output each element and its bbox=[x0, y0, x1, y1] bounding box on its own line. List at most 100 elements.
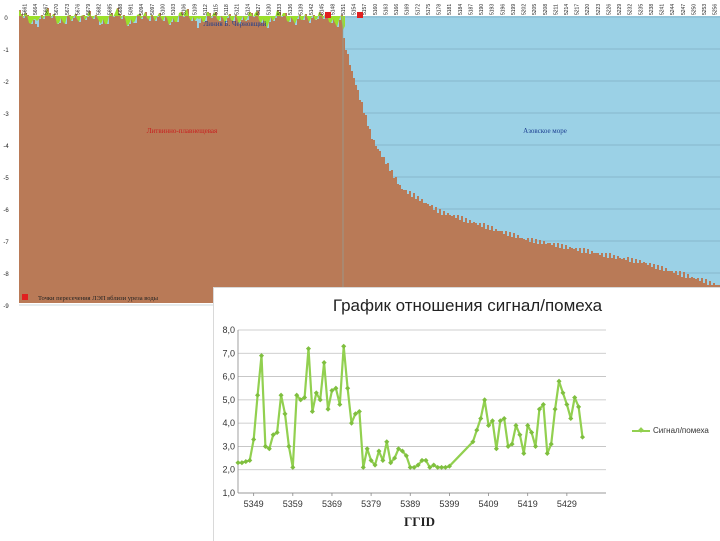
profile-x-tick-label: 5157 bbox=[362, 4, 368, 15]
y-tick-label: 3,0 bbox=[222, 441, 235, 451]
data-point bbox=[282, 411, 288, 417]
profile-x-tick-label: 5109 bbox=[192, 4, 198, 15]
profile-x-tick-label: 5244 bbox=[670, 4, 676, 15]
data-point bbox=[411, 464, 417, 470]
profile-x-tick-label: 5241 bbox=[660, 4, 666, 15]
sea-label: Азовское море bbox=[523, 127, 567, 135]
profile-y-tick-label: -3 bbox=[3, 112, 9, 118]
legend-swatch bbox=[632, 429, 650, 432]
data-point bbox=[403, 453, 409, 459]
profile-x-tick-label: 5220 bbox=[585, 4, 591, 15]
data-point bbox=[341, 343, 347, 349]
data-point bbox=[286, 443, 292, 449]
profile-x-tick-label: 5247 bbox=[681, 4, 687, 15]
data-point bbox=[329, 387, 335, 394]
data-point bbox=[337, 401, 343, 408]
data-point bbox=[435, 464, 441, 470]
y-tick-label: 4,0 bbox=[222, 418, 235, 428]
y-tick-label: 7,0 bbox=[222, 348, 235, 358]
profile-x-tick-label: 5178 bbox=[437, 4, 443, 15]
data-point bbox=[446, 463, 452, 469]
profile-legend-label: Точки пересечения ЛЭП вблизи уреза воды bbox=[38, 295, 159, 302]
data-point bbox=[482, 397, 488, 403]
profile-x-tick-label: 5217 bbox=[575, 4, 581, 15]
data-point bbox=[521, 450, 527, 456]
data-point bbox=[407, 464, 413, 470]
crossing-marker bbox=[325, 12, 331, 18]
y-tick-label: 6,0 bbox=[222, 372, 235, 382]
chart-title: График отношения сигнал/помеха bbox=[332, 296, 603, 315]
data-point bbox=[384, 439, 390, 445]
data-point bbox=[532, 443, 539, 449]
profile-x-tick-label: 5673 bbox=[65, 4, 71, 15]
profile-y-tick-label: -4 bbox=[3, 144, 9, 150]
data-point bbox=[470, 439, 476, 445]
data-point bbox=[309, 408, 315, 415]
profile-y-tick-label: 0 bbox=[4, 16, 8, 22]
data-point bbox=[251, 436, 257, 442]
profile-x-tick-label: 5211 bbox=[553, 4, 559, 15]
data-point bbox=[568, 415, 574, 422]
crossing-marker bbox=[357, 12, 363, 18]
x-tick-label: 5359 bbox=[283, 499, 303, 509]
profile-x-tick-label: 5145 bbox=[320, 4, 326, 15]
depth-profile-chart: 5661 5664 5667 5670 5673 5676 5679 5682 5685 5688… bbox=[3, 3, 720, 310]
data-point bbox=[345, 385, 351, 391]
profile-x-tick-label: 5136 bbox=[288, 4, 294, 15]
profile-y-tick-label: -2 bbox=[3, 80, 9, 86]
profile-y-tick-label: -7 bbox=[3, 240, 9, 246]
profile-x-tick-label: 5118 bbox=[224, 4, 230, 15]
data-point bbox=[493, 446, 499, 452]
profile-x-tick-label: 5190 bbox=[479, 4, 485, 15]
profile-x-tick-label: 5124 bbox=[245, 4, 251, 15]
lake-label: Линия Б. Черновщий bbox=[203, 20, 266, 28]
profile-x-tick-label: 5256 bbox=[713, 4, 719, 15]
profile-y-tick-label: -6 bbox=[3, 208, 9, 214]
profile-x-tick-label: 5103 bbox=[171, 4, 177, 15]
y-tick-label: 5,0 bbox=[222, 395, 235, 405]
data-point bbox=[364, 446, 370, 452]
data-point bbox=[239, 460, 245, 466]
profile-x-tick-label: 5223 bbox=[596, 4, 602, 15]
profile-x-tick-label: 5151 bbox=[341, 4, 347, 15]
data-point bbox=[290, 464, 296, 470]
profile-x-tick-label: 5091 bbox=[129, 4, 135, 15]
snr-chart: 1,0 2,0 3,0 4,0 5,0 6,0 7,0 8,0 5349 5359 5369 5379… bbox=[222, 325, 606, 509]
profile-x-tick-label: 5187 bbox=[468, 4, 474, 15]
profile-x-tick-label: 5112 bbox=[203, 4, 209, 15]
data-point bbox=[513, 422, 519, 429]
data-point bbox=[360, 464, 366, 470]
profile-x-tick-label: 5160 bbox=[373, 4, 379, 15]
profile-x-tick-label: 5661 bbox=[22, 4, 28, 15]
data-point bbox=[348, 420, 355, 426]
profile-x-tick-label: 5232 bbox=[628, 4, 634, 15]
profile-x-tick-label: 5184 bbox=[458, 4, 464, 15]
x-tick-label: 5409 bbox=[479, 499, 499, 509]
data-point bbox=[423, 457, 429, 463]
profile-x-tick-label: 5166 bbox=[394, 4, 400, 15]
data-point bbox=[352, 411, 358, 417]
data-point bbox=[325, 406, 331, 412]
profile-x-tick-label: 5253 bbox=[702, 4, 708, 15]
profile-x-tick-label: 5679 bbox=[86, 4, 92, 15]
x-tick-label: 5399 bbox=[439, 499, 459, 509]
x-tick-label: 5379 bbox=[361, 499, 381, 509]
snr-chart-panel: 1,0 2,0 3,0 4,0 5,0 6,0 7,0 8,0 5349 5359 5369 5379… bbox=[213, 287, 720, 541]
x-axis-title: ГГID bbox=[404, 514, 435, 529]
data-point bbox=[478, 415, 484, 422]
y-tick-label: 8,0 bbox=[222, 325, 235, 335]
data-point bbox=[579, 434, 586, 440]
legend-marker bbox=[22, 294, 28, 300]
y-tick-label: 2,0 bbox=[222, 465, 235, 475]
x-tick-label: 5389 bbox=[400, 499, 420, 509]
data-point bbox=[380, 457, 386, 463]
data-point bbox=[305, 346, 312, 352]
profile-x-tick-label: 5238 bbox=[649, 4, 655, 15]
profile-x-tick-label: 5181 bbox=[447, 4, 453, 15]
profile-x-tick-label: 5670 bbox=[54, 4, 60, 15]
profile-x-tick-label: 5094 bbox=[139, 4, 145, 15]
data-point bbox=[298, 397, 304, 403]
profile-x-tick-label: 5163 bbox=[383, 4, 389, 15]
profile-x-tick-label: 5106 bbox=[182, 4, 188, 15]
profile-x-tick-label: 5154 bbox=[352, 4, 358, 15]
